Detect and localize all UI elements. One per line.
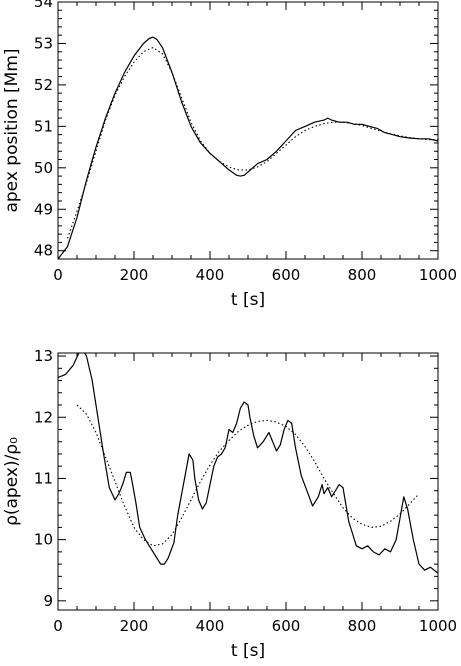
x-tick-label: 800 bbox=[348, 266, 377, 284]
x-tick-label: 800 bbox=[348, 617, 377, 635]
x-tick-label: 200 bbox=[120, 617, 149, 635]
x-axis-title: t [s] bbox=[231, 641, 265, 661]
y-tick-label: 11 bbox=[34, 469, 53, 487]
data-curve-solid bbox=[58, 353, 438, 574]
y-tick-label: 53 bbox=[34, 34, 53, 52]
y-tick-label: 54 bbox=[34, 0, 53, 11]
apex-position-chart: t [s] apex position [Mm] 0 200 400 600 800 10… bbox=[2, 0, 457, 310]
y-axis-title: ρ(apex)/ρ₀ bbox=[2, 437, 22, 526]
x-tick-label: 1000 bbox=[419, 266, 457, 284]
y-tick-label: 48 bbox=[34, 242, 53, 260]
y-tick-label: 13 bbox=[34, 347, 53, 365]
y-tick-label: 9 bbox=[43, 592, 53, 610]
x-tick-label: 600 bbox=[272, 617, 301, 635]
fit-curve-dotted bbox=[66, 47, 438, 239]
x-tick-label: 400 bbox=[196, 266, 225, 284]
x-tick-label: 200 bbox=[120, 266, 149, 284]
x-tick-label: 400 bbox=[196, 617, 225, 635]
y-tick-label: 50 bbox=[34, 159, 53, 177]
y-tick-label: 10 bbox=[34, 531, 53, 549]
plot-frame bbox=[57, 352, 439, 611]
y-tick-label: 12 bbox=[34, 408, 53, 426]
x-tick-label: 0 bbox=[53, 266, 63, 284]
data-curve-solid bbox=[58, 36, 438, 259]
density-ratio-chart: t [s] ρ(apex)/ρ₀ 0 200 400 600 800 1000 9 10 11 1… bbox=[2, 347, 457, 661]
x-tick-label: 1000 bbox=[419, 617, 457, 635]
y-axis-title: apex position [Mm] bbox=[2, 48, 22, 212]
fit-curve-dotted bbox=[76, 404, 420, 547]
x-tick-label: 0 bbox=[53, 617, 63, 635]
y-tick-label: 51 bbox=[34, 117, 53, 135]
x-tick-label: 600 bbox=[272, 266, 301, 284]
x-axis-title: t [s] bbox=[231, 290, 265, 310]
y-tick-label: 49 bbox=[34, 200, 53, 218]
y-tick-label: 52 bbox=[34, 76, 53, 94]
